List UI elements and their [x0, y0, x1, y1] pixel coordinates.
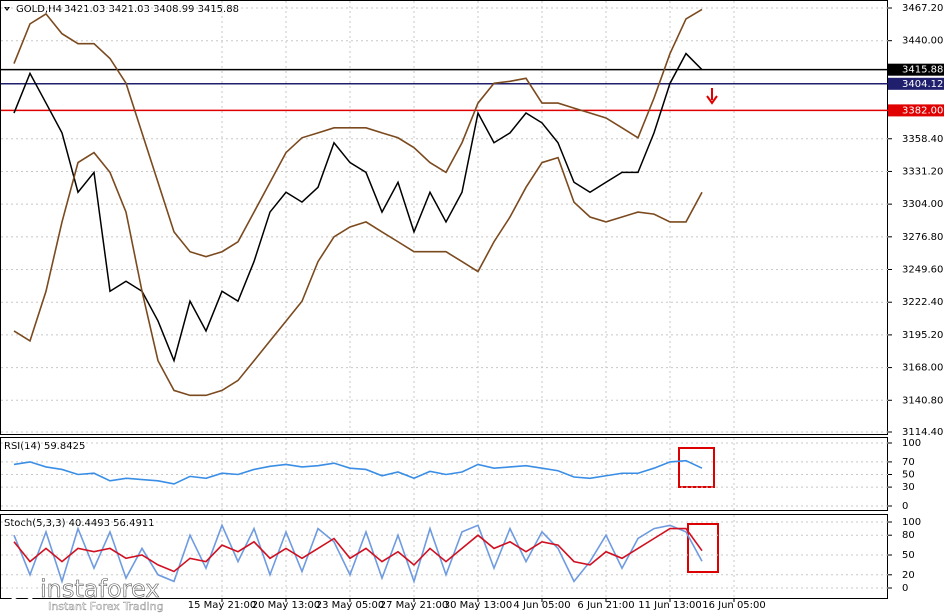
y-tick-label: 3222.40	[902, 297, 943, 308]
y-tick-label: 50	[902, 470, 915, 481]
x-tick-label: 6 Jun 21:00	[577, 600, 634, 611]
y-tick-label: 3114.40	[902, 427, 943, 438]
y-tick-label: 3195.20	[902, 330, 943, 341]
stoch-highlight	[687, 523, 719, 573]
brand-logo	[8, 576, 36, 604]
collapse-icon	[4, 7, 10, 11]
down-arrow	[706, 88, 718, 105]
level-label: 3404.12	[902, 79, 943, 90]
y-tick-label: 0	[902, 583, 908, 594]
y-tick-label: 70	[902, 457, 915, 468]
y-tick-label: 3276.80	[902, 232, 943, 243]
level-label: 3382.00	[902, 105, 943, 116]
brand-tagline: Instant Forex Trading	[48, 600, 164, 613]
stoch-title: Stoch(5,3,3) 40.4493 56.4911	[4, 518, 155, 529]
series-line	[13, 527, 703, 573]
brand: instaforex Instant Forex Trading	[8, 575, 164, 613]
level-label: 3415.88	[902, 65, 943, 76]
quote: 3421.03 3421.03 3408.99 3415.88	[64, 4, 239, 15]
series-line	[13, 459, 703, 485]
price-frame	[0, 0, 888, 435]
y-tick-label: 100	[902, 438, 921, 449]
series-line	[13, 151, 703, 397]
y-tick-label: 3140.80	[902, 395, 943, 406]
x-tick-label: 27 May 21:00	[380, 600, 449, 611]
y-tick-label: 3331.20	[902, 166, 943, 177]
rsi-title: RSI(14) 59.8425	[4, 441, 85, 452]
brand-name: instaforex	[40, 575, 160, 603]
x-tick-label: 11 Jun 13:00	[638, 600, 702, 611]
y-tick-label: 3440.00	[902, 36, 943, 47]
y-tick-label: 80	[902, 530, 915, 541]
stoch-frame	[0, 514, 888, 599]
x-tick-label: 20 May 13:00	[252, 600, 321, 611]
y-tick-label: 3467.20	[902, 3, 943, 14]
x-tick-label: 30 May 13:00	[444, 600, 513, 611]
y-tick-label: 30	[902, 482, 915, 493]
symbol-title: GOLD,H4	[16, 4, 62, 15]
y-tick-label: 3249.60	[902, 265, 943, 276]
y-tick-label: 3168.00	[902, 363, 943, 374]
series-line	[13, 8, 703, 258]
y-tick-label: 20	[902, 570, 915, 581]
y-tick-label: 50	[902, 550, 915, 561]
y-tick-label: 0	[902, 501, 908, 512]
level-tag	[888, 104, 944, 117]
y-tick-label: 3358.40	[902, 134, 943, 145]
x-tick-label: 4 Jun 05:00	[513, 600, 570, 611]
x-tick-label: 16 Jun 05:00	[702, 600, 766, 611]
level-tag	[888, 63, 944, 76]
x-tick-label: 23 May 05:00	[316, 600, 385, 611]
series-line	[13, 52, 703, 363]
y-tick-label: 100	[902, 517, 921, 528]
level-tag	[888, 77, 944, 90]
x-tick-label: 15 May 21:00	[188, 600, 257, 611]
y-tick-label: 3304.00	[902, 199, 943, 210]
